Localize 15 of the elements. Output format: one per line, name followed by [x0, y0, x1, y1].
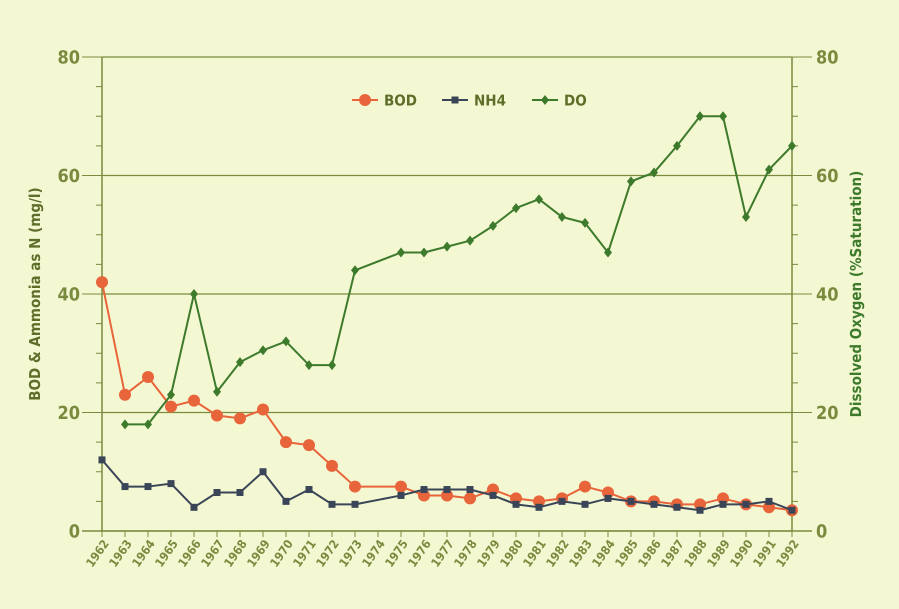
y-tick-label: 80: [57, 47, 80, 68]
y-tick-label: 40: [57, 284, 80, 306]
y-tick-label: 60: [57, 166, 80, 187]
y2-tick-label: 60: [816, 166, 839, 187]
y2-axis-title: Dissolved Oxygen (%Saturation): [847, 170, 865, 418]
legend-label: BOD: [384, 91, 417, 110]
legend-label: DO: [564, 91, 587, 110]
y-axis-title: BOD & Ammonia as N (mg/l): [26, 187, 44, 401]
y2-tick-label: 40: [816, 284, 839, 306]
y-tick-label: 0: [68, 521, 80, 542]
y2-tick-label: 0: [816, 521, 828, 542]
y2-tick-label: 80: [816, 47, 839, 68]
legend-label: NH4: [474, 91, 506, 110]
y2-tick-label: 20: [816, 402, 839, 424]
y-tick-label: 20: [57, 402, 80, 424]
